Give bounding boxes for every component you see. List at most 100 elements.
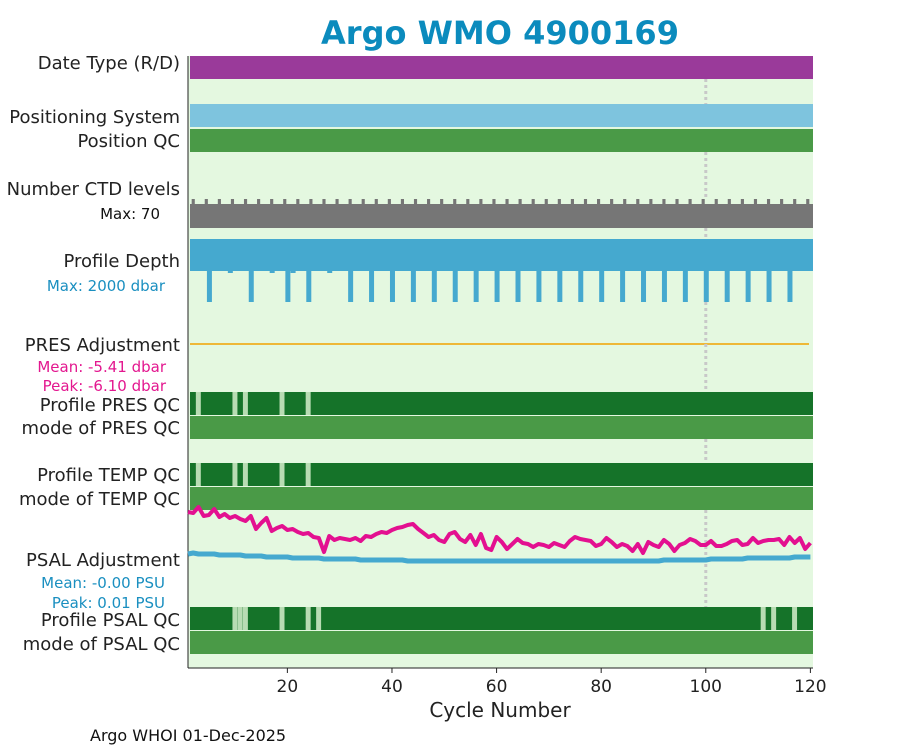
ctd-spike (427, 199, 431, 205)
ctd-spike (806, 199, 810, 205)
qc-flag-segment (242, 392, 248, 415)
ctd-spike (753, 199, 758, 205)
label-ctd-max: Max: 70 (100, 205, 160, 223)
profile-depth-band (190, 239, 813, 271)
footer-credit: Argo WHOI 01-Dec-2025 (90, 726, 286, 745)
qc-flag-segment (305, 607, 311, 630)
profile-depth-drop (369, 271, 375, 302)
label-date-type: Date Type (R/D) (38, 53, 180, 74)
label-mode-psal-qc: mode of PSAL QC (23, 634, 180, 655)
qc-flag-segment (195, 463, 201, 486)
profile-depth-drop (269, 271, 275, 273)
ctd-spike (400, 199, 405, 205)
positioning-system-band (190, 104, 813, 127)
qc-flag-segment (242, 607, 248, 630)
ctd-spike (623, 199, 627, 205)
ctd-spike (492, 199, 496, 205)
profile-depth-drop (327, 271, 333, 273)
ctd-spike (518, 199, 522, 205)
qc-flag-segment (792, 607, 798, 630)
ctd-spike (453, 199, 457, 205)
profile-depth-drop (515, 271, 521, 302)
profile-depth-bars (190, 239, 813, 302)
ctd-spike (479, 199, 483, 205)
psal-adjustment-line (187, 550, 811, 564)
profile-psal-qc-band (190, 607, 813, 630)
ctd-spike (374, 199, 378, 205)
label-pres-mean: Mean: -5.41 dbar (37, 358, 167, 376)
ctd-spike (557, 199, 561, 205)
ctd-levels-bars (190, 199, 813, 228)
qc-flag-segment (242, 463, 248, 486)
label-profile-depth: Profile Depth (63, 251, 180, 272)
ctd-spike (296, 199, 300, 205)
label-psal-peak: Peak: 0.01 PSU (52, 594, 165, 612)
ctd-spike (361, 199, 365, 205)
profile-depth-drop (578, 271, 584, 302)
profile-depth-drop (682, 271, 688, 302)
profile-depth-drop (206, 271, 212, 302)
chart-title: Argo WMO 4900169 (321, 14, 679, 52)
label-pres-peak: Peak: -6.10 dbar (43, 377, 167, 395)
temp-trace (187, 505, 812, 555)
profile-psal-qc-bar (190, 607, 813, 630)
label-profile-psal-qc: Profile PSAL QC (41, 610, 180, 631)
plot-background (188, 56, 813, 668)
ctd-spike (675, 199, 679, 205)
ctd-spike (727, 199, 731, 205)
x-tick-label: 100 (690, 677, 722, 697)
ctd-spike (440, 199, 444, 205)
mode-psal-qc-band (190, 631, 813, 654)
profile-depth-drop (661, 271, 667, 302)
ctd-spike (701, 199, 705, 205)
ctd-spike (544, 199, 548, 205)
profile-depth-drop (599, 271, 605, 302)
profile-depth-drop (703, 271, 709, 302)
mode-pres-qc-bar (190, 416, 813, 439)
ctd-spike (505, 199, 509, 205)
x-axis-ticks: 20 40 60 80 100 120 (277, 668, 827, 697)
ctd-spike (466, 199, 470, 205)
psal-adjustment-trace (187, 550, 811, 564)
ctd-spike (348, 199, 352, 205)
profile-depth-drop (285, 271, 291, 302)
ctd-spike (688, 199, 692, 205)
ctd-spike (793, 199, 797, 205)
ctd-spike (283, 199, 287, 205)
label-pres-adjustment: PRES Adjustment (25, 335, 180, 356)
label-mode-pres-qc: mode of PRES QC (22, 418, 180, 439)
ctd-spike (780, 199, 784, 205)
ctd-spike (766, 199, 771, 205)
ctd-spike (230, 199, 235, 205)
position-qc-band (190, 129, 813, 152)
profile-depth-drop (410, 271, 416, 302)
x-tick-label: 20 (277, 677, 299, 697)
ctd-spike (583, 199, 588, 205)
ctd-spike (531, 199, 535, 205)
x-tick-label: 80 (590, 677, 612, 697)
label-depth-max: Max: 2000 dbar (47, 277, 166, 295)
label-profile-pres-qc: Profile PRES QC (40, 395, 180, 416)
profile-depth-drop (745, 271, 751, 302)
qc-flag-segment (305, 463, 311, 486)
x-tick-label: 60 (486, 677, 508, 697)
label-position-qc: Position QC (77, 131, 180, 152)
ctd-spike (649, 199, 653, 205)
qc-flag-segment (771, 607, 777, 630)
label-psal-adjustment: PSAL Adjustment (26, 550, 180, 571)
mode-temp-qc-bar (190, 487, 813, 510)
profile-depth-drop (306, 271, 312, 302)
profile-temp-qc-band (190, 463, 813, 486)
x-axis-label: Cycle Number (429, 698, 571, 722)
qc-flag-segment (279, 607, 285, 630)
ctd-spike (610, 199, 614, 205)
ctd-spike (270, 199, 274, 205)
ctd-spike (335, 199, 339, 205)
profile-depth-drop (620, 271, 626, 302)
date-type-bar (190, 56, 813, 79)
profile-depth-drop (766, 271, 772, 302)
profile-depth-drop (389, 271, 395, 302)
x-tick-label: 120 (794, 677, 826, 697)
qc-flag-segment (316, 607, 322, 630)
profile-depth-drop (227, 271, 233, 273)
